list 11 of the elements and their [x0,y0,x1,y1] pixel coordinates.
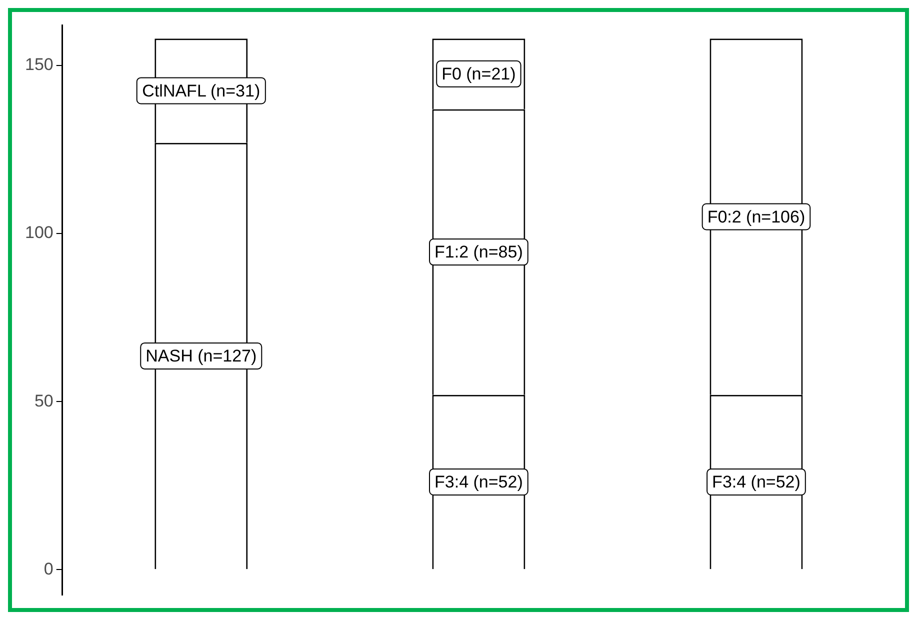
y-tick-label: 0 [44,559,54,578]
y-tick-label: 150 [24,55,54,74]
y-tick-label: 100 [24,223,54,242]
data-label: CtlNAFL (n=31) [142,81,260,100]
data-label: F3:4 (n=52) [712,472,800,492]
y-tick-label: 50 [34,391,54,410]
data-label: F0:2 (n=106) [707,207,806,226]
data-label: NASH (n=127) [146,346,257,366]
data-label: F1:2 (n=85) [434,242,523,262]
data-label: F3:4 (n=52) [434,472,523,492]
data-label: F0 (n=21) [442,64,516,84]
